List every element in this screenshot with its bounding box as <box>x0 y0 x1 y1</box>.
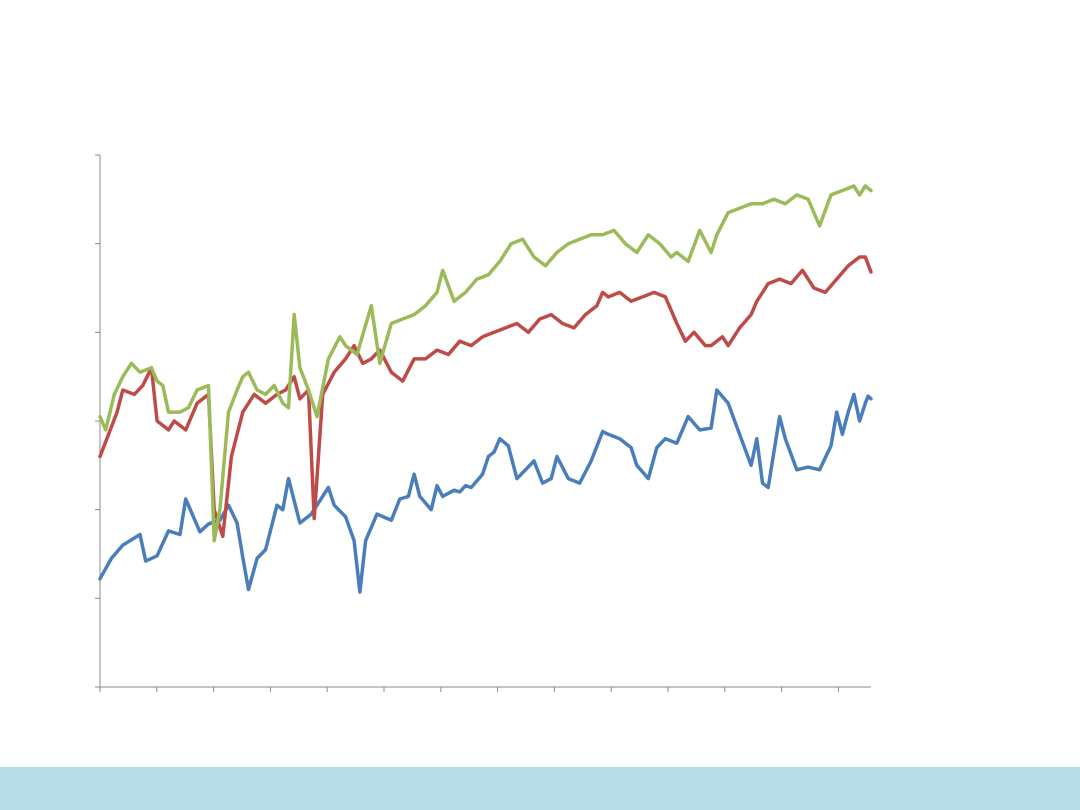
series-line-2 <box>98 255 873 539</box>
chart-series-layer <box>98 184 873 594</box>
series-line-3 <box>98 184 873 543</box>
footer-bar <box>0 767 1080 810</box>
series-line-1 <box>98 388 873 594</box>
